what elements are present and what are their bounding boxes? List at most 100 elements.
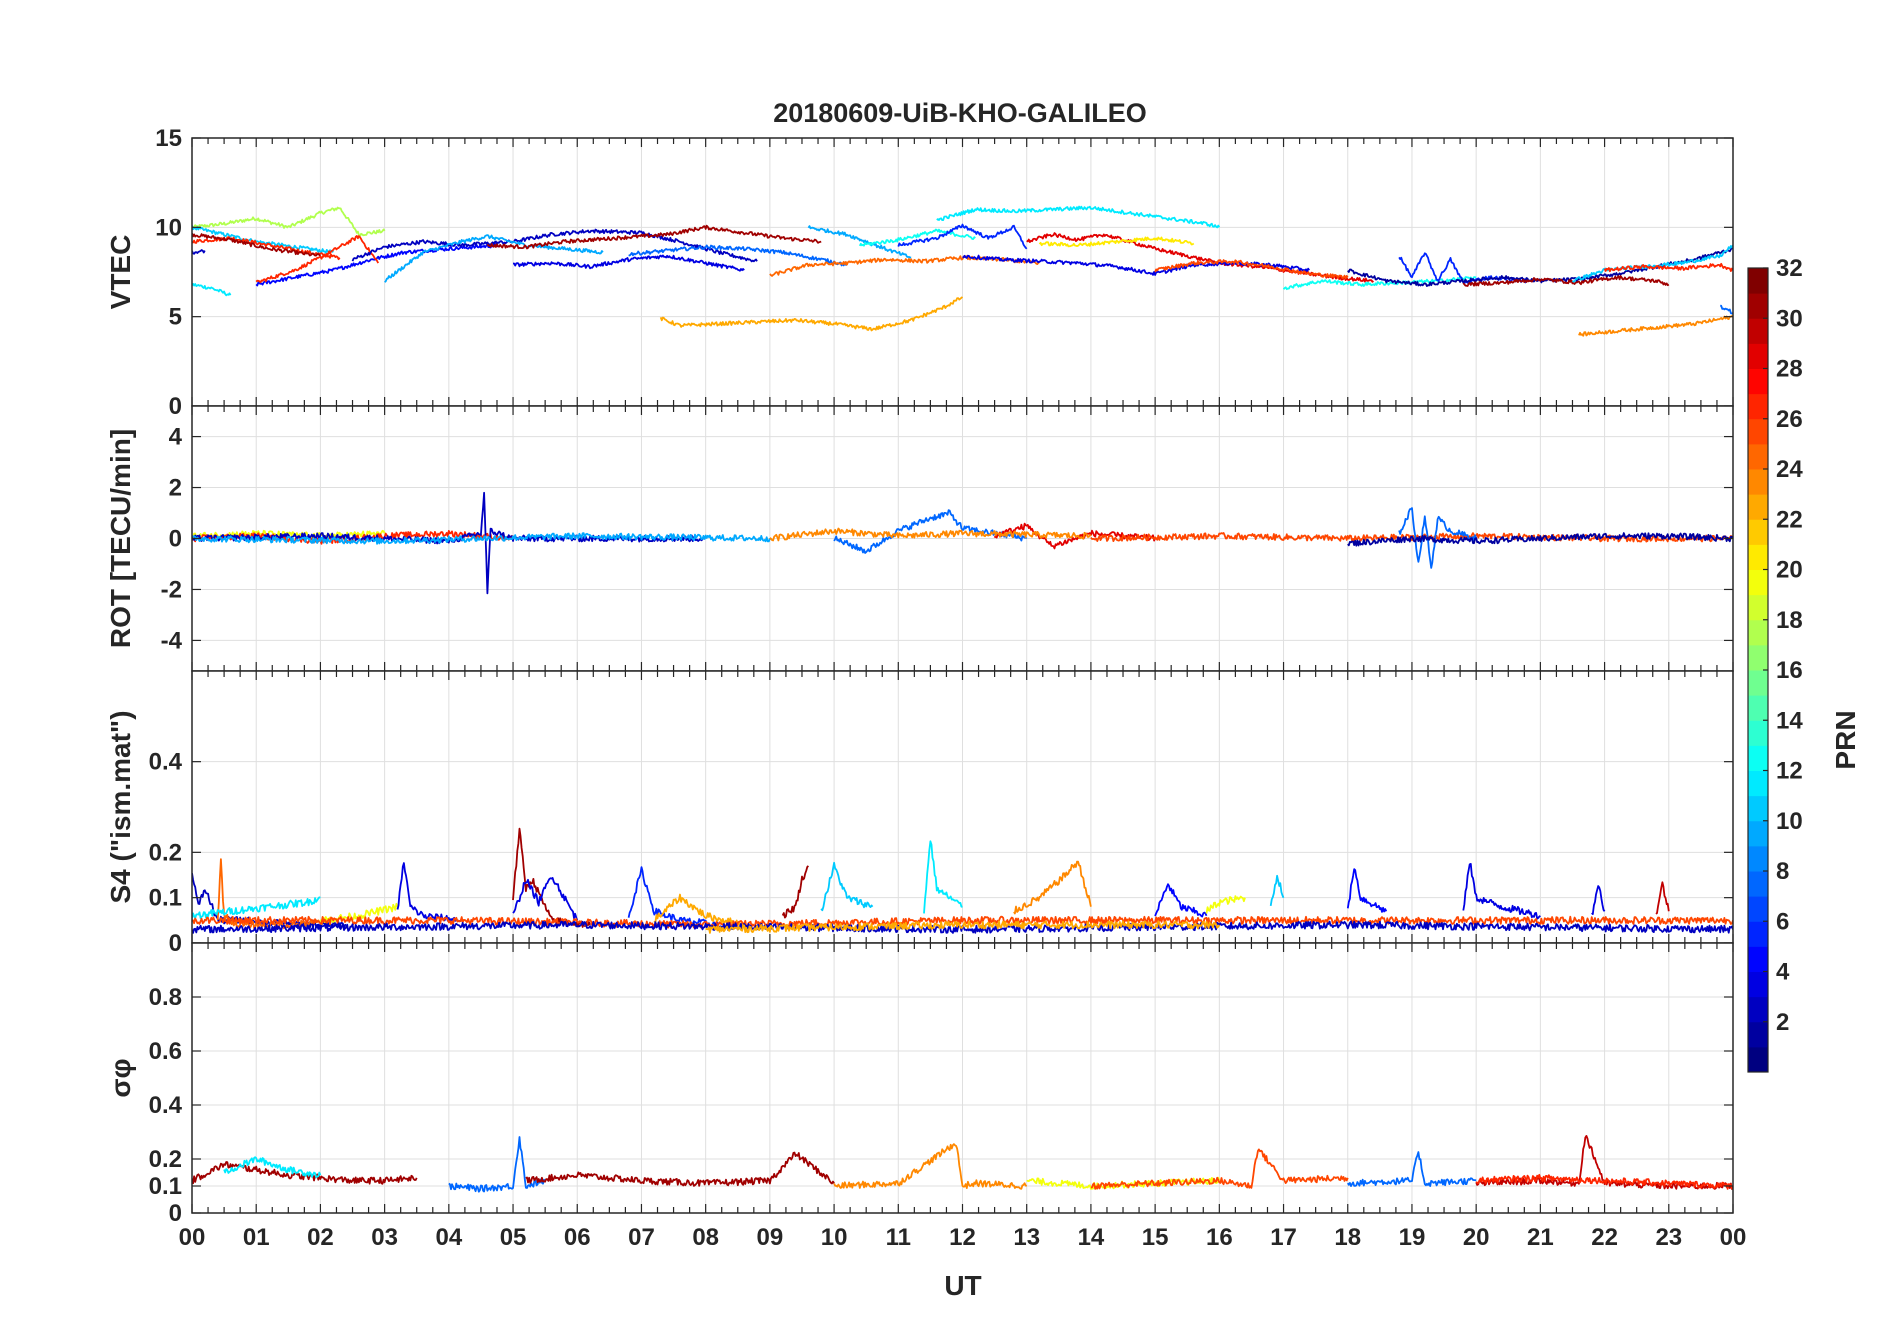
series-line-prn-12 [223, 1156, 322, 1179]
colorbar-tick-label: 10 [1776, 808, 1803, 835]
colorbar-tick-label: 4 [1776, 959, 1790, 986]
panel-sigma-phi: 00.10.2 0.4 0.6 0.8 σφ [105, 942, 1734, 1227]
x-tick-label: 11 [886, 1224, 911, 1251]
x-tick-labels: 00 01 02 03 04 05 06 07 08 09 10 11 12 13 14 15 16 17 18 19… [179, 1224, 1747, 1251]
series-line-prn-20 [319, 902, 399, 925]
series-line-prn-27 [1603, 262, 1733, 273]
colorbar-bin [1748, 1021, 1768, 1048]
series-line-prn-23 [659, 296, 964, 332]
series-line-prn-12 [923, 840, 963, 914]
colorbar-bin [1748, 644, 1768, 671]
series-line-prn-24 [1013, 860, 1092, 915]
series-line-prn-12 [936, 205, 1221, 229]
series-line-prn-10 [384, 234, 604, 283]
colorbar-bin [1748, 971, 1768, 998]
y-tick-label: 0 [169, 930, 182, 957]
series-line-prn-4 [512, 877, 579, 921]
colorbar-bin [1748, 494, 1768, 520]
series-line-prn-4 [1462, 863, 1541, 920]
series-line-prn-4 [513, 254, 745, 272]
chart-title: 20180609-UiB-KHO-GALILEO [773, 98, 1147, 128]
colorbar-bin [1748, 293, 1768, 319]
y-tick-label: 0 [169, 526, 182, 553]
colorbar-bin [1748, 670, 1768, 696]
colorbar-bin [1748, 318, 1768, 344]
colorbar-tick-label: 30 [1776, 305, 1803, 332]
series-line-prn-27 [1475, 1173, 1733, 1190]
series-line-prn-31 [512, 827, 591, 928]
x-tick-label: 08 [692, 1224, 719, 1251]
x-axis-label: UT [944, 1270, 981, 1301]
panel-s4: 0 0.1 0.2 0.4 S4 ("ism.mat") [105, 670, 1734, 957]
y-tick-label: 0.6 [149, 1038, 182, 1065]
colorbar-tick-label: 32 [1776, 255, 1803, 282]
series-line-prn-24 [833, 1143, 1028, 1190]
colorbar-tick-label: 24 [1776, 456, 1803, 483]
x-tick-label: 22 [1591, 1224, 1618, 1251]
colorbar-bin [1748, 418, 1768, 445]
panel-s4-series [192, 827, 1733, 934]
panel-rot-series [192, 491, 1733, 595]
y-tick-label: 15 [155, 125, 182, 152]
series-line-prn-3 [351, 228, 758, 263]
colorbar-bin [1748, 619, 1768, 646]
colorbar-bin [1748, 820, 1768, 847]
series-line-prn-31 [781, 865, 810, 919]
y-tick-label: 4 [169, 424, 183, 451]
series-line-prn-3 [192, 491, 707, 595]
colorbar-bin [1748, 745, 1768, 771]
colorbar-bin [1748, 343, 1768, 369]
x-tick-label: 23 [1655, 1224, 1682, 1251]
panel-s4-y-label: S4 ("ism.mat") [105, 710, 136, 903]
y-tick-label: 0.4 [149, 1092, 183, 1119]
y-tick-label: 10 [155, 214, 182, 241]
series-line-prn-27 [192, 236, 341, 261]
colorbar-bin [1748, 946, 1768, 972]
x-tick-label: 12 [949, 1224, 976, 1251]
x-tick-label: 07 [628, 1224, 655, 1251]
colorbar-bin [1748, 1046, 1768, 1073]
colorbar-bin [1748, 720, 1768, 746]
series-line-prn-11 [820, 861, 874, 912]
series-line-prn-21 [1038, 236, 1195, 248]
x-tick-label: 17 [1270, 1224, 1297, 1251]
y-tick-label: 0.8 [149, 984, 182, 1011]
x-tick-label: 16 [1206, 1224, 1233, 1251]
x-tick-label: 18 [1334, 1224, 1361, 1251]
series-line-prn-26 [192, 915, 1733, 929]
x-tick-label: 03 [371, 1224, 398, 1251]
series-line-prn-29 [993, 522, 1156, 550]
series-line-prn-24 [769, 527, 1092, 542]
x-tick-label: 04 [435, 1224, 462, 1251]
colorbar-tick-label: 28 [1776, 356, 1803, 383]
series-line-prn-10 [807, 225, 912, 259]
colorbar-bin [1748, 695, 1768, 721]
series-line-prn-5 [1154, 883, 1208, 918]
series-line-prn-8 [1398, 507, 1478, 569]
series-line-prn-12 [192, 283, 232, 297]
series-line-prn-31 [1462, 275, 1670, 287]
colorbar-bin [1748, 996, 1768, 1023]
colorbar-bin [1748, 469, 1768, 495]
y-tick-label: 0.2 [149, 1146, 182, 1173]
series-line-prn-31 [486, 224, 822, 250]
x-tick-label: 14 [1078, 1224, 1105, 1251]
colorbar-bin [1748, 368, 1768, 395]
y-tick-label: -2 [161, 576, 182, 603]
series-line-prn-5 [1346, 868, 1388, 913]
x-tick-label: 05 [500, 1224, 527, 1251]
series-line-prn-2 [1347, 532, 1733, 547]
colorbar-bin [1748, 393, 1768, 420]
x-tick-label: 09 [757, 1224, 784, 1251]
panel-sigma-phi-ticks [191, 943, 1734, 1214]
y-tick-label: 5 [169, 304, 182, 331]
colorbar-bin [1748, 268, 1768, 294]
series-line-prn-12 [192, 896, 321, 920]
x-tick-label: 06 [564, 1224, 591, 1251]
colorbar-bin [1748, 544, 1768, 570]
panel-vtec-series [192, 205, 1733, 337]
x-tick-label: 01 [243, 1224, 270, 1251]
x-tick-label: 19 [1399, 1224, 1426, 1251]
colorbar-tick-label: 16 [1776, 657, 1803, 684]
